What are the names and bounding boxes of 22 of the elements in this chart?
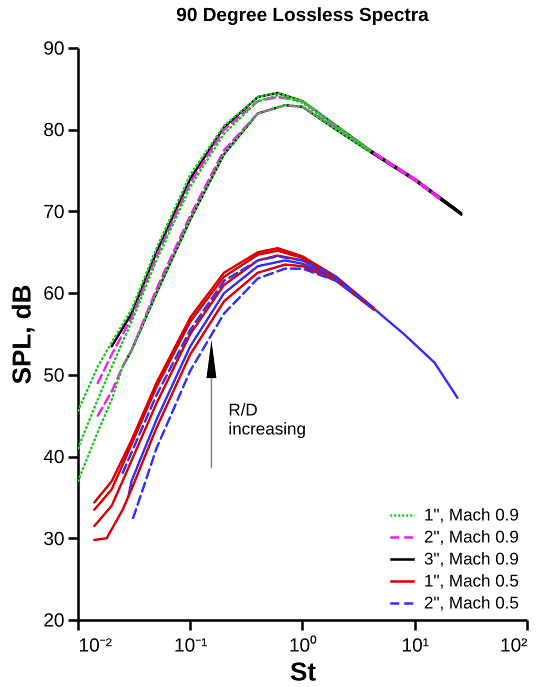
y-tick-label: 80 bbox=[43, 120, 64, 142]
legend-label: 2", Mach 0.5 bbox=[424, 594, 519, 612]
y-tick-label: 30 bbox=[43, 528, 64, 550]
y-tick-label: 50 bbox=[43, 365, 64, 386]
y-tick-label: 20 bbox=[43, 610, 64, 632]
x-tick-label: 10⁻¹ bbox=[174, 636, 208, 656]
x-tick-label: 10⁻² bbox=[78, 636, 112, 656]
legend-label: 1", Mach 0.5 bbox=[424, 572, 519, 590]
legend-label: 1", Mach 0.9 bbox=[424, 506, 519, 524]
x-axis-title: St bbox=[290, 656, 316, 686]
y-tick-label: 60 bbox=[43, 284, 64, 305]
x-tick-label: 10² bbox=[500, 636, 528, 656]
y-tick-label: 90 bbox=[43, 38, 64, 60]
y-tick-label: 70 bbox=[43, 202, 64, 223]
x-tick-label: 10⁰ bbox=[288, 634, 318, 656]
legend-label: 2", Mach 0.9 bbox=[424, 528, 519, 546]
x-tick-label: 10¹ bbox=[402, 636, 429, 656]
legend-label: 3", Mach 0.9 bbox=[424, 550, 519, 568]
chart-title: 90 Degree Lossless Spectra bbox=[176, 5, 430, 26]
annotation: R/D increasing bbox=[228, 400, 306, 439]
y-tick-label: 40 bbox=[43, 447, 64, 468]
y-axis-title: SPL, dB bbox=[6, 284, 36, 384]
